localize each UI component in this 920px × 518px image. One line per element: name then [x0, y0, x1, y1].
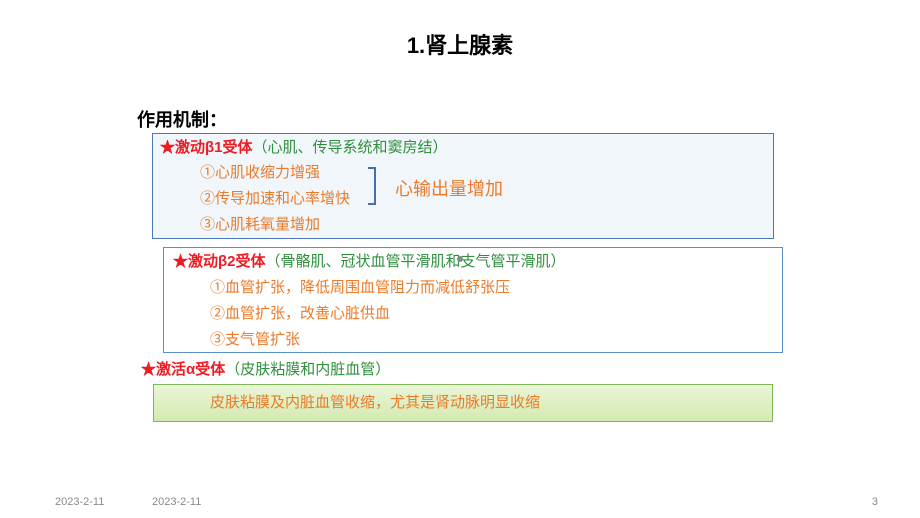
box1-item3: ③心肌耗氧量增加: [200, 217, 320, 232]
paren-text: （皮肤粘膜和内脏血管）: [225, 361, 390, 378]
receptor-name: β1受体: [205, 139, 253, 156]
action-text: 激动: [188, 253, 218, 270]
action-text: 激活: [156, 361, 186, 378]
star-icon: ★: [160, 139, 175, 156]
footer-date-1: 2023-2-11: [55, 496, 104, 508]
star-icon: ★: [173, 253, 188, 270]
box2-header: ★激动β2受体（骨骼肌、冠状血管平滑肌和支气管平滑肌）: [173, 254, 566, 269]
cursor-dot-icon: [457, 256, 463, 262]
receptor-name: β2受体: [218, 253, 266, 270]
box1-item2: ②传导加速和心率增快: [200, 191, 350, 206]
page-number: 3: [872, 496, 878, 508]
receptor-name: α受体: [186, 361, 225, 378]
subtitle: 作用机制：: [137, 106, 227, 132]
box2-item3: ③支气管扩张: [210, 332, 300, 347]
slide-title: 1.肾上腺素: [0, 0, 920, 60]
paren-text: （骨骼肌、冠状血管平滑肌和支气管平滑肌）: [266, 253, 566, 270]
box1-item1: ①心肌收缩力增强: [200, 165, 320, 180]
footer-date-2: 2023-2-11: [152, 496, 201, 508]
action-text: 激动: [175, 139, 205, 156]
box2-item1: ①血管扩张，降低周围血管阻力而减低舒张压: [210, 280, 510, 295]
paren-text: （心肌、传导系统和窦房结）: [253, 139, 448, 156]
box1-effect: 心输出量增加: [395, 180, 503, 198]
bracket-icon: [368, 167, 376, 205]
box1-header: ★激动β1受体（心肌、传导系统和窦房结）: [160, 140, 448, 155]
section3-item1: 皮肤粘膜及内脏血管收缩，尤其是肾动脉明显收缩: [210, 395, 540, 410]
section3-header: ★激活α受体（皮肤粘膜和内脏血管）: [141, 362, 390, 377]
star-icon: ★: [141, 361, 156, 378]
box2-item2: ②血管扩张，改善心脏供血: [210, 306, 390, 321]
